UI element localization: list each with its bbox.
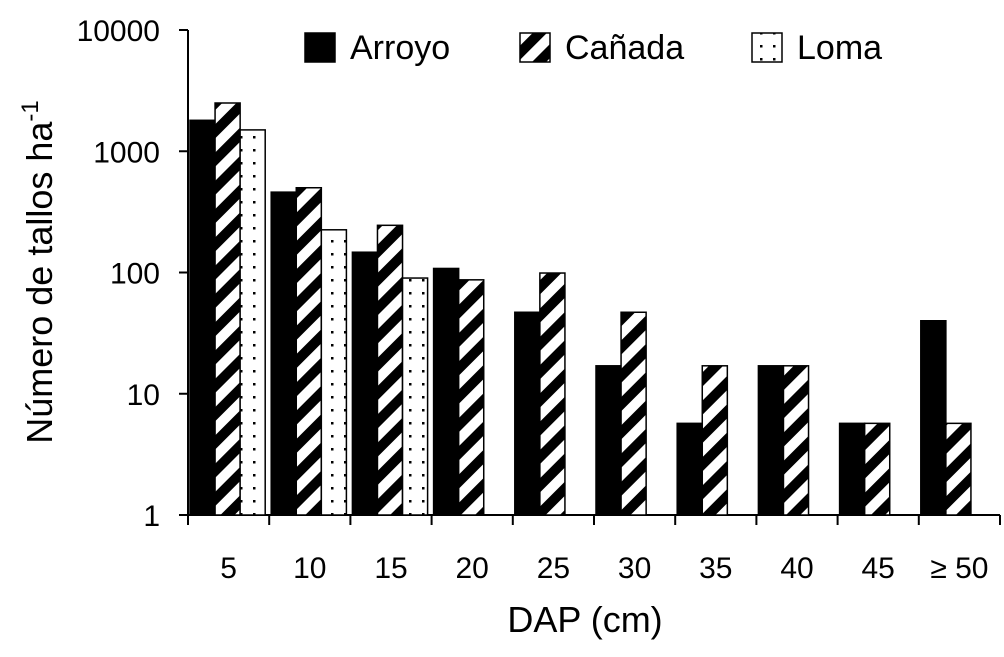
bar [351,251,379,516]
x-tick-label: 5 [220,552,237,585]
legend-swatch [751,32,783,63]
bar [539,272,566,516]
bar [782,365,810,516]
x-tick-label: 25 [537,552,570,585]
y-axis-title-sup: -1 [17,100,44,121]
x-axis-title: DAP (cm) [507,599,662,640]
legend-label: Arroyo [350,29,450,67]
y-tick-label: 1000 [93,136,160,169]
bar [239,129,266,516]
y-tick-label: 100 [110,258,160,291]
y-tick-label: 1 [143,500,160,533]
bar [457,279,485,516]
bar [620,311,647,516]
x-tick-label: 35 [699,552,732,585]
bar [676,422,704,516]
bar [320,229,348,516]
bar [401,277,429,516]
bar [189,119,216,516]
legend-swatch [304,32,336,63]
y-tick-label: 10000 [77,15,160,48]
bar [595,365,622,516]
bar [757,365,785,516]
legend-swatch [519,32,551,63]
x-tick-label: 10 [293,552,326,585]
y-tick-label: 10 [127,379,160,412]
bar [376,224,404,516]
bar [514,311,541,516]
bar [270,191,298,516]
bar [945,422,972,516]
y-axis-title: Número de tallos ha-1 [17,100,60,444]
bar [838,422,866,516]
x-tick-label: ≥ 50 [930,552,988,585]
legend-label: Loma [797,29,882,67]
x-tick-label: 20 [456,552,489,585]
bar [701,365,729,516]
x-tick-label: 40 [780,552,813,585]
bar [920,320,947,516]
bar [295,186,323,516]
y-axis-title-text: Número de tallos ha [19,121,60,444]
bar [214,102,241,516]
x-tick-label: 45 [862,552,895,585]
bar [863,422,891,516]
x-tick-label: 30 [618,552,651,585]
legend-label: Cañada [565,29,684,67]
bar [432,267,460,516]
x-tick-label: 15 [374,552,407,585]
